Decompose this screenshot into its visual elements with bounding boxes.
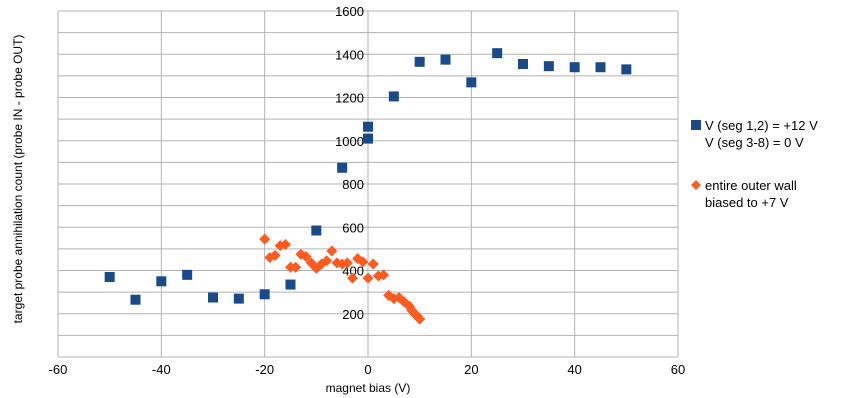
data-point [363, 133, 373, 144]
data-point [233, 293, 244, 304]
data-point [357, 256, 369, 268]
x-tick-label: 60 [671, 362, 685, 377]
data-point [414, 56, 425, 67]
x-axis-label: magnet bias (V) [326, 381, 411, 395]
y-tick-label: 800 [342, 177, 364, 192]
legend-label: V (seg 3-8) = 0 V [705, 135, 804, 150]
legend-label: V (seg 1,2) = +12 V [705, 118, 818, 133]
legend: V (seg 1,2) = +12 V V (seg 3-8) = 0 V enti… [691, 118, 818, 210]
data-point [569, 62, 580, 73]
data-point [311, 225, 322, 236]
data-point [595, 62, 606, 73]
data-point [363, 121, 373, 132]
data-point [367, 258, 379, 270]
legend-marker [691, 120, 701, 130]
data-point [440, 54, 451, 65]
data-point [290, 261, 302, 273]
data-point [285, 279, 296, 290]
data-point [208, 292, 218, 303]
legend-label: biased to +7 V [705, 195, 789, 210]
y-tick-label: 600 [342, 220, 364, 235]
y-tick-label: 1000 [335, 134, 364, 149]
x-tick-label: 20 [464, 362, 478, 377]
y-tick-label: 1400 [335, 47, 364, 62]
y-axis-label: target probe annihilation count (probe I… [11, 35, 25, 324]
x-tick-label: -20 [255, 362, 274, 377]
data-point [388, 91, 399, 102]
series-1 [104, 48, 632, 305]
data-point [362, 272, 374, 284]
data-point [259, 289, 270, 300]
data-point [326, 245, 338, 257]
data-point [341, 257, 353, 269]
x-tick-label: -60 [49, 362, 68, 377]
legend-item-1: V (seg 1,2) = +12 V V (seg 3-8) = 0 V [691, 118, 818, 150]
data-point [347, 272, 358, 284]
data-point [414, 313, 426, 325]
data-point [182, 269, 193, 280]
data-point [104, 271, 115, 282]
data-point [466, 77, 477, 88]
data-point [621, 64, 632, 75]
data-point [337, 162, 348, 173]
data-point [378, 269, 389, 281]
data-point [321, 255, 333, 267]
x-tick-label: 40 [567, 362, 581, 377]
data-point [279, 239, 291, 251]
data-point [130, 294, 141, 305]
legend-label: entire outer wall [705, 178, 797, 193]
y-tick-label: 1600 [335, 4, 364, 19]
data-point [156, 276, 167, 287]
data-points [104, 48, 632, 325]
data-point [259, 233, 271, 245]
x-tick-label: 0 [364, 362, 371, 377]
data-point [518, 58, 528, 69]
legend-item-2: entire outer wall biased to +7 V [691, 178, 797, 210]
data-point [300, 250, 312, 262]
series-2 [259, 233, 426, 325]
data-point [269, 249, 281, 261]
data-point [492, 48, 503, 59]
data-point [543, 61, 554, 72]
y-tick-label: 1200 [335, 91, 364, 106]
y-tick-label: 200 [342, 307, 364, 322]
x-tick-label: -40 [152, 362, 171, 377]
legend-marker [691, 180, 701, 190]
